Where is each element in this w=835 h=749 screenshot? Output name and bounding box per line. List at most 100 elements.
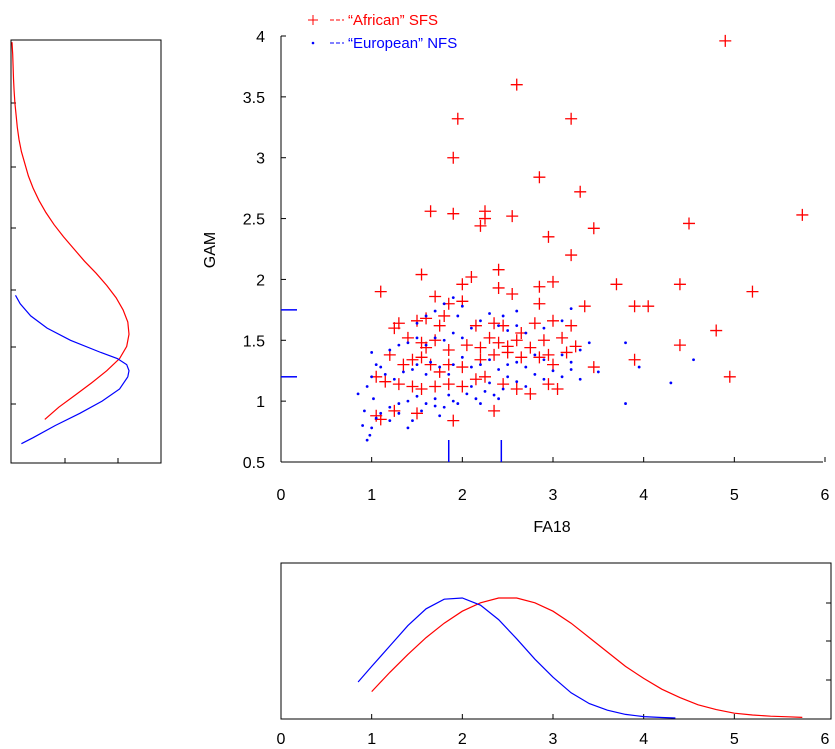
data-point-african [429,334,442,347]
data-point-african [710,324,723,337]
main-y-tick-label: 3 [256,151,265,168]
data-point-european [363,409,366,413]
data-point-african [429,290,442,303]
data-point-african [528,317,541,330]
data-point-european [669,381,673,385]
data-point-european [433,309,437,313]
data-point-european [515,309,519,313]
main-x-tick-label: 5 [730,487,739,504]
data-point-european [470,385,473,388]
data-point-african [388,322,401,335]
legend-african-label: “African” SFS [348,12,438,29]
data-point-european [365,385,369,388]
legend-entry-european: “European” NFS [311,35,457,52]
data-point-european [479,402,482,405]
main-y-tick-label: 3.5 [243,90,265,107]
main-y-tick-label: 1 [256,394,265,411]
data-point-african [429,380,442,393]
data-point-european [624,402,627,405]
data-point-european [383,372,387,376]
data-point-european [433,404,437,408]
data-point-african [547,275,559,288]
data-point-european [379,411,383,415]
data-point-african [796,208,809,221]
data-point-european [560,319,564,323]
data-point-african [469,319,482,332]
data-point-european [542,326,546,330]
data-point-african [510,382,523,395]
data-point-african [474,341,487,354]
data-point-european [578,348,582,352]
bottom-x-tick-label: 3 [549,731,558,748]
data-point-european [456,314,460,318]
data-point-african [556,331,569,344]
main-scatter-panel: 0 1 2 3 4 5 6 0.5 1 1.5 2 2.5 3 3.5 4 FA18 GAM “Afric… [202,12,830,536]
bottom-curve-african [371,597,803,718]
data-point-african [510,334,523,347]
data-point-european [569,368,573,371]
data-point-european [379,365,383,369]
bottom-panel-frame [280,562,832,720]
data-point-african [628,300,641,313]
left-panel-curves [11,42,130,445]
data-point-african [492,336,505,349]
data-point-african [537,334,550,347]
data-point-african [746,285,759,298]
left-panel-frame [10,39,162,464]
data-point-european [415,394,419,398]
data-point-african [447,151,460,164]
data-point-african [569,340,582,353]
data-point-european [356,392,360,396]
data-point-european [596,370,600,374]
data-point-european [542,358,546,362]
legend-entry-african: “African” SFS [308,12,438,29]
data-point-european [415,336,419,340]
data-point-european [560,353,564,357]
data-point-african [501,346,514,359]
blue-axis-marker-ticks [281,309,503,462]
legend-european-marker [311,41,315,45]
bottom-curve-european [357,597,676,719]
data-point-european [447,393,451,397]
main-x-tick-label: 0 [277,487,286,504]
data-point-african [524,341,537,354]
main-x-tick-label: 1 [367,487,376,504]
data-point-european [442,405,446,409]
main-x-ticks: 0 1 2 3 4 5 6 [277,457,830,504]
data-point-african [506,288,519,301]
data-point-european [524,331,528,335]
data-point-african [673,339,686,352]
data-point-african [424,358,437,371]
data-point-european [542,377,546,381]
data-point-european [578,377,582,381]
main-x-tick-label: 3 [549,487,558,504]
data-point-european [447,372,451,376]
data-point-african [438,309,451,322]
bottom-density-panel: 0 1 2 3 4 5 6 [277,562,832,748]
data-point-european [370,426,374,430]
main-x-tick-label: 2 [458,487,467,504]
data-point-african [515,351,528,364]
data-point-european [460,304,464,308]
data-point-european [429,360,432,364]
data-point-european [501,387,505,391]
data-point-african [483,331,496,344]
data-point-european [524,385,528,388]
data-point-european [479,319,482,323]
data-point-african [406,380,419,393]
data-point-african [415,351,428,364]
data-point-european [397,411,401,415]
data-point-european [374,363,378,367]
data-point-european [497,368,500,371]
data-point-european [506,363,510,367]
data-point-european [415,363,419,367]
data-point-european [569,307,573,311]
data-point-european [424,314,428,318]
data-point-european [451,296,455,300]
main-x-tick-label: 6 [821,487,830,504]
data-point-european [424,343,428,347]
data-point-european [488,312,491,315]
data-point-african [533,280,546,293]
main-x-tick-label: 4 [639,487,648,504]
